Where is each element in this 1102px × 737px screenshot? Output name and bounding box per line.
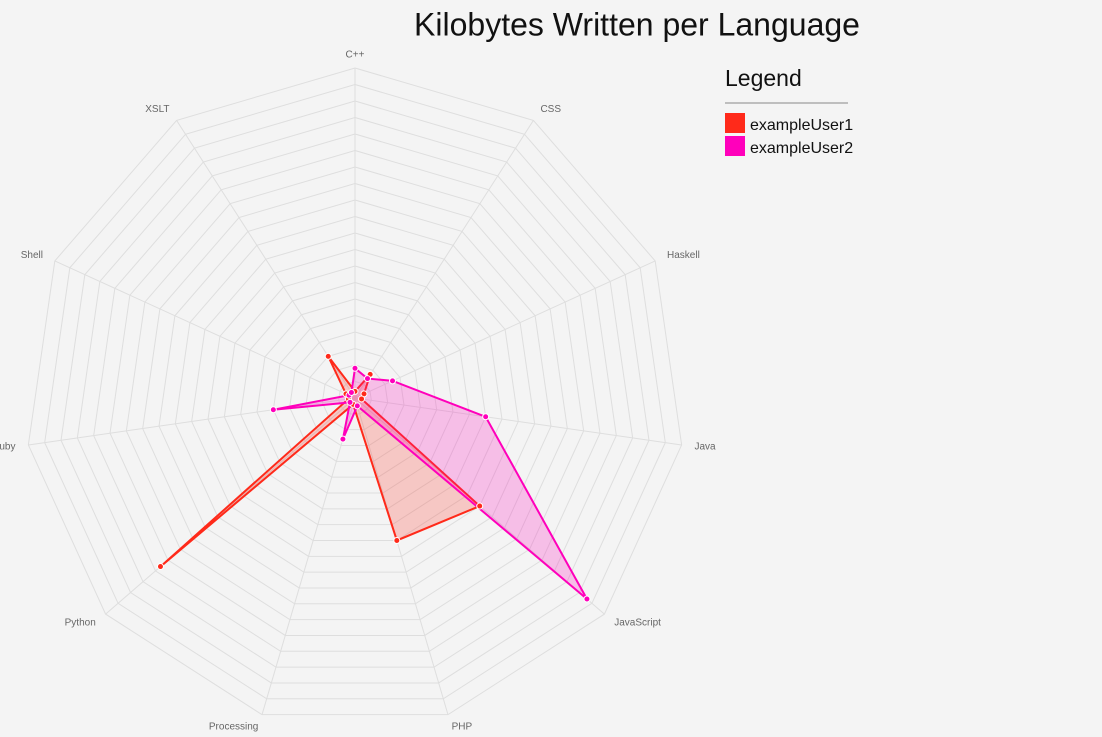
grid-ring — [321, 364, 389, 431]
grid-ring — [256, 298, 454, 494]
grid-ring — [338, 380, 372, 415]
axis-label: Shell — [21, 250, 43, 261]
grid-ring — [191, 232, 519, 557]
axis-line — [354, 397, 449, 715]
data-point — [389, 377, 397, 385]
grid-ring — [142, 182, 568, 605]
legend-label: exampleUser1 — [750, 117, 853, 134]
grid: C++ CSS Haskell Java JavaScript PHP Processing… — [0, 50, 716, 733]
axis-label: XSLT — [145, 104, 169, 115]
axis-line — [54, 260, 356, 399]
data-point — [476, 502, 484, 510]
data-point — [156, 563, 164, 571]
axis-line — [354, 120, 534, 399]
data-point — [353, 402, 361, 410]
grid-ring — [223, 265, 487, 526]
grid-ring — [305, 347, 405, 446]
grid-ring — [125, 166, 585, 621]
grid-ring — [109, 149, 601, 636]
legend-title: Legend — [725, 65, 802, 91]
grid-ring — [240, 281, 470, 510]
data-point — [269, 406, 277, 414]
axis-line — [28, 397, 356, 446]
data-point — [324, 352, 332, 360]
axis-label: PHP — [452, 722, 473, 733]
axis-label: Java — [695, 441, 717, 452]
grid-ring — [93, 133, 617, 652]
grid-ring — [289, 331, 421, 462]
axis-label: CSS — [540, 104, 561, 115]
axis-label: Processing — [209, 722, 258, 733]
axis-line — [176, 120, 356, 399]
data-point — [346, 398, 354, 406]
axis-label: JavaScript — [614, 617, 661, 628]
axis-line — [261, 397, 356, 715]
grid-ring — [207, 248, 503, 541]
data-point — [583, 595, 591, 603]
legend-swatch — [725, 136, 745, 156]
grid-ring — [174, 215, 536, 573]
data-point — [351, 364, 359, 372]
axis-label: Ruby — [0, 441, 15, 452]
axis-label: Python — [65, 617, 96, 628]
legend: Legend exampleUser1 exampleUser2 — [725, 65, 853, 157]
axis-line — [105, 397, 356, 615]
data-point — [482, 413, 490, 421]
chart-title: Kilobytes Written per Language — [414, 6, 860, 42]
grid-ring — [76, 116, 634, 668]
axis-line — [354, 397, 682, 446]
data-point — [363, 375, 371, 383]
legend-swatch — [725, 113, 745, 133]
axis-line — [354, 260, 656, 399]
grid-ring — [44, 83, 666, 700]
data-point — [393, 536, 401, 544]
grid-ring — [272, 314, 438, 478]
axis-label: Haskell — [667, 250, 700, 261]
grid-ring — [60, 100, 650, 684]
data-point — [347, 388, 355, 396]
axis-label: C++ — [346, 50, 365, 61]
data-point — [358, 395, 366, 403]
data-point — [339, 435, 347, 443]
grid-ring — [158, 199, 552, 589]
legend-label: exampleUser2 — [750, 140, 853, 157]
series-areas — [156, 352, 591, 603]
grid-ring — [27, 67, 683, 716]
